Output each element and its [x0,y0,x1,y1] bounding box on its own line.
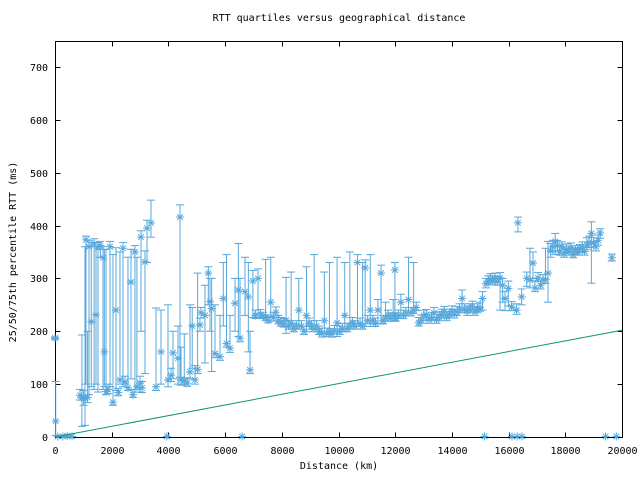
x-tick-label: 18000 [550,446,580,457]
x-tick-label: 10000 [324,446,354,457]
x-axis-label: Distance (km) [299,461,379,472]
x-tick-label: 0 [52,446,58,457]
x-tick-label: 6000 [213,446,237,457]
axes [55,41,623,438]
chart-title: RTT quartiles versus geographical distan… [212,13,466,24]
x-tick-label: 20000 [607,446,637,457]
x-tick-label: 8000 [270,446,294,457]
rtt-quartiles [51,199,621,441]
y-axis-label: 25/50/75th percentile RTT (ms) [8,161,19,343]
y-tick-label: 100 [30,380,48,391]
y-tick-label: 0 [42,433,48,444]
x-tick-label: 2000 [100,446,124,457]
x-tick-label: 12000 [380,446,410,457]
y-tick-label: 600 [30,116,48,127]
y-tick-label: 400 [30,222,48,233]
x-tick-label: 4000 [156,446,180,457]
baseline-polyline [54,329,623,438]
y-tick-label: 300 [30,274,48,285]
y-tick-label: 200 [30,327,48,338]
x-tick-label: 16000 [494,446,524,457]
x-tick-label: 14000 [437,446,467,457]
baseline-line [54,329,623,438]
y-tick-label: 700 [30,63,48,74]
y-tick-label: 500 [30,169,48,180]
